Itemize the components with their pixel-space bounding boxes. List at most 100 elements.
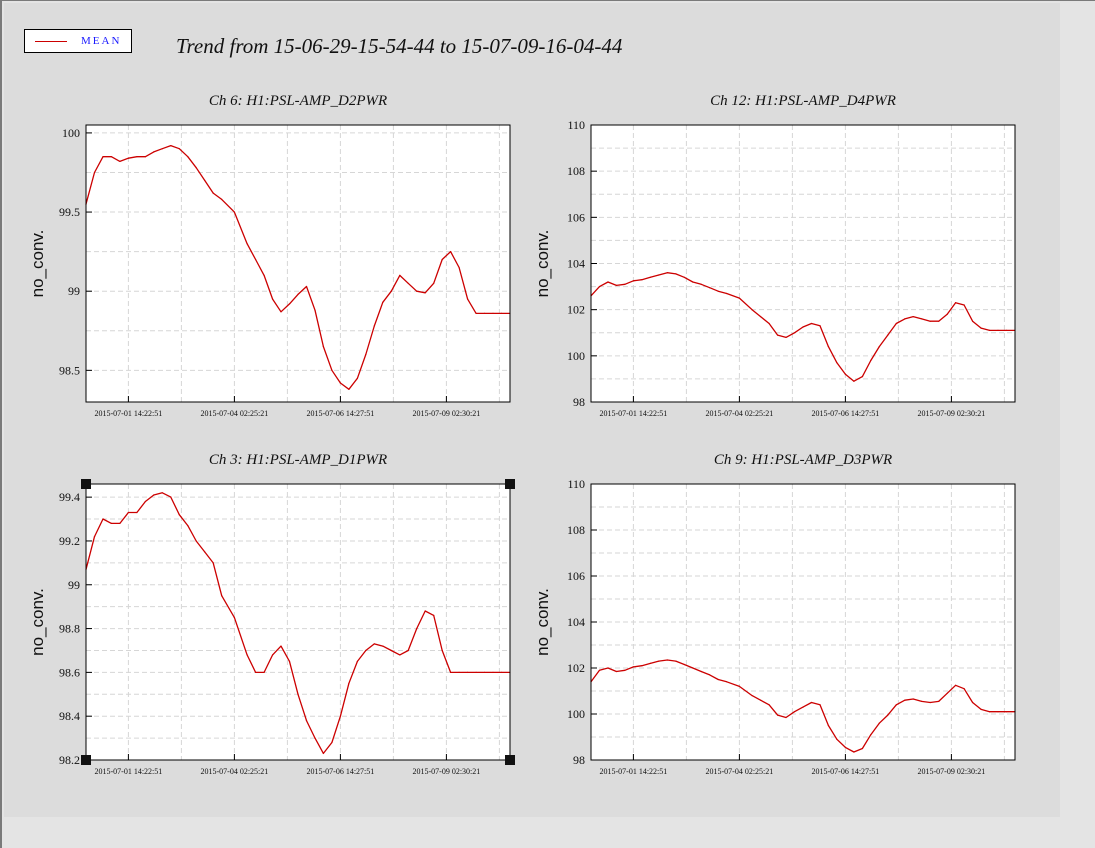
data-point — [658, 660, 660, 662]
data-point — [632, 280, 635, 282]
x-tick-label: 2015-07-06 14:27:51 — [812, 767, 880, 776]
selection-handle — [81, 479, 91, 489]
data-point — [119, 160, 121, 162]
data-point — [946, 692, 948, 694]
data-point — [246, 654, 248, 656]
data-point — [305, 720, 308, 722]
y-tick-label: 110 — [567, 118, 585, 132]
data-point — [751, 695, 753, 697]
data-point — [738, 297, 741, 299]
data-point — [632, 666, 635, 668]
data-point — [989, 329, 991, 331]
data-point — [1005, 329, 1008, 331]
data-point — [777, 714, 779, 716]
y-tick-label: 108 — [567, 164, 585, 178]
chart-4: 98 100 102 104 106 108 110 2015-07-01 14:22:51 2… — [533, 452, 1016, 776]
y-tick-label: 100 — [567, 707, 585, 721]
data-point — [373, 325, 375, 327]
data-point — [810, 322, 813, 325]
data-point — [433, 614, 435, 617]
selection-handle — [505, 479, 515, 489]
data-point — [980, 327, 982, 329]
data-point — [339, 382, 341, 384]
y-tick-label: 99 — [68, 578, 80, 592]
data-point — [955, 302, 957, 304]
data-point — [484, 671, 486, 674]
data-point — [624, 669, 626, 671]
data-point — [938, 700, 940, 703]
y-tick-label: 98.4 — [59, 709, 80, 723]
data-point — [641, 665, 643, 667]
data-point — [314, 737, 316, 739]
y-tick-label: 106 — [567, 210, 585, 224]
data-point — [810, 701, 813, 704]
data-point — [178, 514, 180, 516]
data-point — [348, 682, 350, 684]
plot-frame — [85, 483, 511, 761]
data-point — [221, 595, 223, 597]
x-tick-label: 2015-07-09 02:30:21 — [918, 409, 986, 418]
data-point — [793, 332, 796, 334]
data-point — [946, 313, 948, 315]
data-point — [751, 309, 753, 311]
chart-2: 98 100 102 104 106 108 110 2015-07-01 14:22:51 2… — [533, 93, 1016, 418]
plot-area — [86, 125, 510, 402]
data-point — [297, 293, 299, 295]
x-tick-label: 2015-07-01 14:22:51 — [95, 767, 163, 776]
y-axis-label: no_conv. — [28, 588, 47, 656]
data-point — [373, 643, 375, 645]
y-axis-label: no_conv. — [28, 230, 47, 298]
data-point — [127, 511, 129, 514]
data-point — [339, 715, 341, 717]
data-point — [607, 281, 609, 283]
data-point — [458, 671, 460, 674]
data-point — [760, 699, 762, 701]
data-point — [649, 276, 652, 278]
series-line — [590, 272, 1015, 382]
data-point — [1005, 711, 1008, 713]
data-point — [683, 276, 685, 278]
data-point — [170, 145, 172, 147]
data-point — [666, 659, 668, 661]
data-point — [458, 266, 460, 269]
data-point — [717, 678, 719, 681]
data-point — [322, 346, 324, 348]
y-tick-label: 99.5 — [59, 205, 80, 219]
data-point — [870, 359, 872, 362]
data-point — [878, 346, 880, 348]
data-point — [760, 316, 762, 318]
data-point — [297, 693, 299, 695]
x-tick-label: 2015-07-01 14:22:51 — [600, 767, 668, 776]
data-point — [912, 698, 914, 700]
selection-handle — [505, 755, 515, 765]
data-point — [870, 734, 872, 736]
x-tick-label: 2015-07-09 02:30:21 — [413, 409, 481, 418]
x-tick-label: 2015-07-06 14:27:51 — [307, 409, 375, 418]
y-tick-label: 98 — [573, 395, 585, 409]
data-point — [929, 320, 931, 322]
data-point — [904, 699, 906, 701]
plot-frame — [590, 124, 1016, 403]
data-point — [475, 671, 477, 674]
data-point — [895, 322, 897, 325]
data-point — [272, 654, 274, 656]
data-point — [161, 492, 163, 494]
data-point — [204, 551, 206, 553]
data-point — [675, 660, 677, 662]
data-point — [356, 377, 358, 379]
x-tick-label: 2015-07-01 14:22:51 — [95, 409, 163, 418]
legend[interactable]: MEAN — [24, 29, 132, 53]
data-point — [929, 701, 931, 704]
y-tick-label: 110 — [567, 477, 585, 491]
data-point — [407, 282, 409, 284]
data-point — [836, 738, 838, 740]
data-point — [785, 336, 787, 338]
data-point — [382, 645, 384, 647]
y-tick-label: 99 — [68, 284, 80, 298]
data-point — [144, 500, 146, 503]
data-point — [598, 286, 601, 288]
data-point — [233, 211, 235, 213]
legend-label: MEAN — [81, 35, 122, 47]
data-point — [433, 282, 435, 284]
data-point — [793, 711, 796, 713]
